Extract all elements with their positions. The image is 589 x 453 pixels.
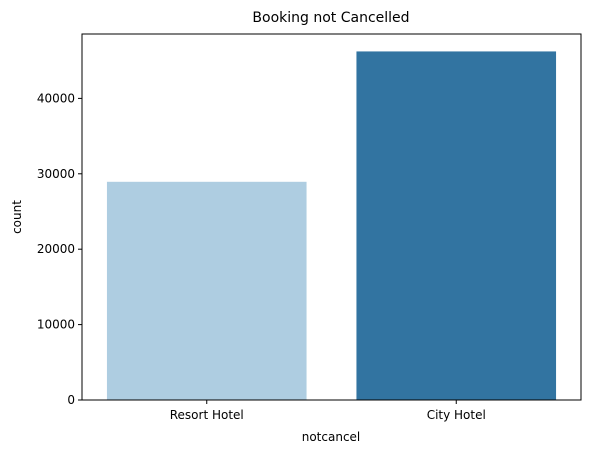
y-tick-label: 0 xyxy=(67,393,75,407)
x-tick-label: City Hotel xyxy=(427,408,486,422)
y-axis-ticks: 0 10000 20000 30000 40000 xyxy=(37,91,82,407)
y-axis-label: count xyxy=(10,200,24,234)
y-tick-label: 20000 xyxy=(37,242,75,256)
x-tick-label: Resort Hotel xyxy=(170,408,244,422)
plot-frame xyxy=(81,33,582,401)
bar-city-hotel xyxy=(356,51,557,400)
bars-group xyxy=(106,51,557,400)
x-axis-label: notcancel xyxy=(302,430,361,444)
y-tick-label: 40000 xyxy=(37,91,75,105)
y-tick-label: 10000 xyxy=(37,318,75,332)
y-tick-label: 30000 xyxy=(37,167,75,181)
x-axis-ticks: Resort Hotel City Hotel xyxy=(170,400,486,422)
bar-resort-hotel xyxy=(106,181,307,400)
chart-title: Booking not Cancelled xyxy=(252,10,409,26)
